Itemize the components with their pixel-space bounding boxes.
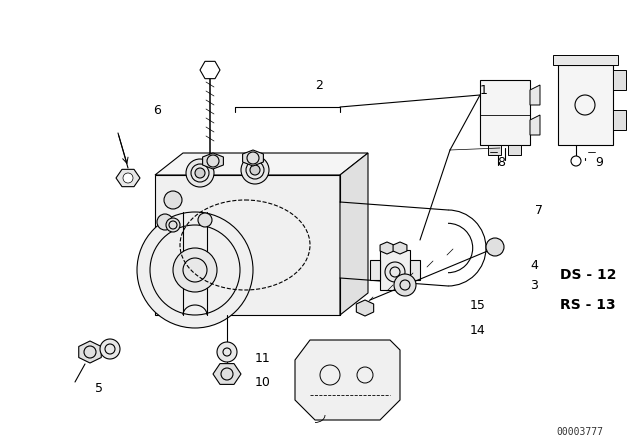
Circle shape	[186, 159, 214, 187]
Polygon shape	[200, 61, 220, 79]
Circle shape	[250, 165, 260, 175]
Polygon shape	[155, 153, 368, 175]
Circle shape	[394, 274, 416, 296]
Polygon shape	[613, 70, 626, 90]
Polygon shape	[79, 341, 101, 363]
Text: 00003777: 00003777	[557, 427, 604, 437]
Circle shape	[100, 339, 120, 359]
Polygon shape	[613, 110, 626, 130]
Circle shape	[217, 342, 237, 362]
Polygon shape	[356, 300, 374, 316]
Polygon shape	[558, 65, 613, 145]
Circle shape	[123, 173, 133, 183]
Text: 4: 4	[530, 258, 538, 271]
Circle shape	[571, 156, 581, 166]
Text: RS - 13: RS - 13	[560, 298, 616, 312]
Text: 1: 1	[480, 83, 488, 96]
Polygon shape	[530, 85, 540, 105]
Polygon shape	[243, 150, 264, 166]
Circle shape	[166, 218, 180, 232]
Polygon shape	[553, 55, 618, 65]
Text: 2: 2	[315, 78, 323, 91]
Polygon shape	[480, 80, 530, 145]
Text: 15: 15	[470, 298, 486, 311]
Text: 3: 3	[530, 279, 538, 292]
Circle shape	[164, 191, 182, 209]
Polygon shape	[380, 242, 394, 254]
Text: 8: 8	[497, 155, 505, 168]
Circle shape	[173, 248, 217, 292]
Circle shape	[198, 213, 212, 227]
Polygon shape	[508, 145, 521, 155]
Polygon shape	[295, 340, 400, 420]
Text: 14: 14	[470, 323, 486, 336]
Polygon shape	[488, 145, 501, 155]
Text: DS - 12: DS - 12	[560, 268, 616, 282]
Circle shape	[385, 262, 405, 282]
Polygon shape	[213, 364, 241, 384]
Circle shape	[486, 238, 504, 256]
Polygon shape	[203, 153, 223, 169]
Circle shape	[241, 156, 269, 184]
Polygon shape	[340, 153, 368, 315]
Polygon shape	[393, 242, 407, 254]
Polygon shape	[116, 169, 140, 187]
Text: 5: 5	[95, 382, 103, 395]
Polygon shape	[380, 250, 410, 290]
Circle shape	[137, 212, 253, 328]
Polygon shape	[370, 260, 380, 280]
Text: 9: 9	[595, 155, 603, 168]
Text: 11: 11	[255, 352, 271, 365]
Circle shape	[195, 168, 205, 178]
Text: 6: 6	[153, 103, 161, 116]
Circle shape	[157, 214, 173, 230]
Text: 10: 10	[255, 375, 271, 388]
Polygon shape	[155, 175, 340, 315]
Polygon shape	[410, 260, 420, 280]
Polygon shape	[530, 115, 540, 135]
Text: 7: 7	[535, 203, 543, 216]
